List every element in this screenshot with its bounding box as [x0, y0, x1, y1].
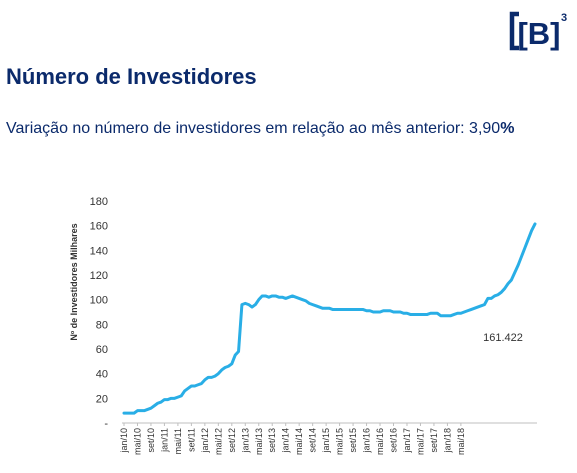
- x-tick-label: set/15: [348, 428, 358, 453]
- y-tick-label: -: [104, 418, 108, 430]
- x-tick-label: mai/18: [456, 428, 466, 455]
- x-axis-ticks: jan/10 mai/10 set/10 jan/11 mai/11 set/11 jan/…: [119, 423, 466, 455]
- x-tick-label: set/16: [389, 428, 399, 453]
- page-title: Número de Investidores: [6, 64, 257, 89]
- x-tick-label: mai/16: [375, 428, 385, 455]
- logo-superscript: 3: [561, 12, 567, 24]
- x-tick-label: mai/12: [213, 428, 223, 455]
- y-tick-label: 100: [90, 295, 108, 307]
- x-tick-label: mai/11: [173, 428, 183, 454]
- x-tick-label: jan/13: [240, 428, 250, 454]
- logo-letter: [B]: [517, 16, 560, 51]
- y-tick-label: 60: [96, 344, 108, 356]
- y-tick-label: 20: [96, 393, 108, 405]
- y-tick-label: 160: [90, 221, 108, 233]
- x-tick-label: mai/10: [132, 428, 142, 455]
- x-tick-label: jan/16: [362, 428, 372, 454]
- subtitle-text: Variação no número de investidores em re…: [6, 120, 501, 137]
- x-tick-label: mai/14: [294, 428, 304, 455]
- y-tick-label: 80: [96, 319, 108, 331]
- x-tick-label: mai/15: [335, 428, 345, 455]
- x-tick-label: jan/14: [281, 428, 291, 454]
- x-tick-label: jan/11: [159, 428, 169, 453]
- logo-bracket-left: [509, 11, 519, 51]
- latest-value-annotation: 161.422: [483, 332, 523, 344]
- y-tick-label: 40: [96, 369, 108, 381]
- y-axis-ticks: - 20 40 60 80 100 120 140 160 180: [90, 196, 109, 430]
- x-tick-label: set/11: [186, 428, 196, 452]
- subtitle: Variação no número de investidores em re…: [6, 120, 514, 138]
- x-tick-label: set/13: [267, 428, 277, 453]
- x-tick-label: set/12: [227, 428, 237, 453]
- x-tick-label: set/17: [429, 428, 439, 453]
- b3-logo: [B] 3: [509, 11, 567, 51]
- x-tick-label: jan/15: [321, 428, 331, 454]
- x-tick-label: jan/10: [119, 428, 129, 454]
- x-tick-label: jan/17: [402, 428, 412, 454]
- x-tick-label: set/10: [146, 428, 156, 453]
- x-tick-label: mai/13: [254, 428, 264, 455]
- y-tick-label: 180: [90, 196, 108, 208]
- subtitle-percent-sign: %: [500, 120, 515, 137]
- x-tick-label: jan/18: [442, 428, 452, 454]
- x-tick-label: mai/17: [415, 428, 425, 455]
- x-tick-label: jan/12: [200, 428, 210, 454]
- y-tick-label: 140: [90, 245, 108, 257]
- y-axis-label: Nº de Investidores Milhares: [69, 223, 79, 340]
- series-line: [122, 222, 537, 415]
- y-tick-label: 120: [90, 270, 108, 282]
- x-tick-label: set/14: [308, 428, 318, 453]
